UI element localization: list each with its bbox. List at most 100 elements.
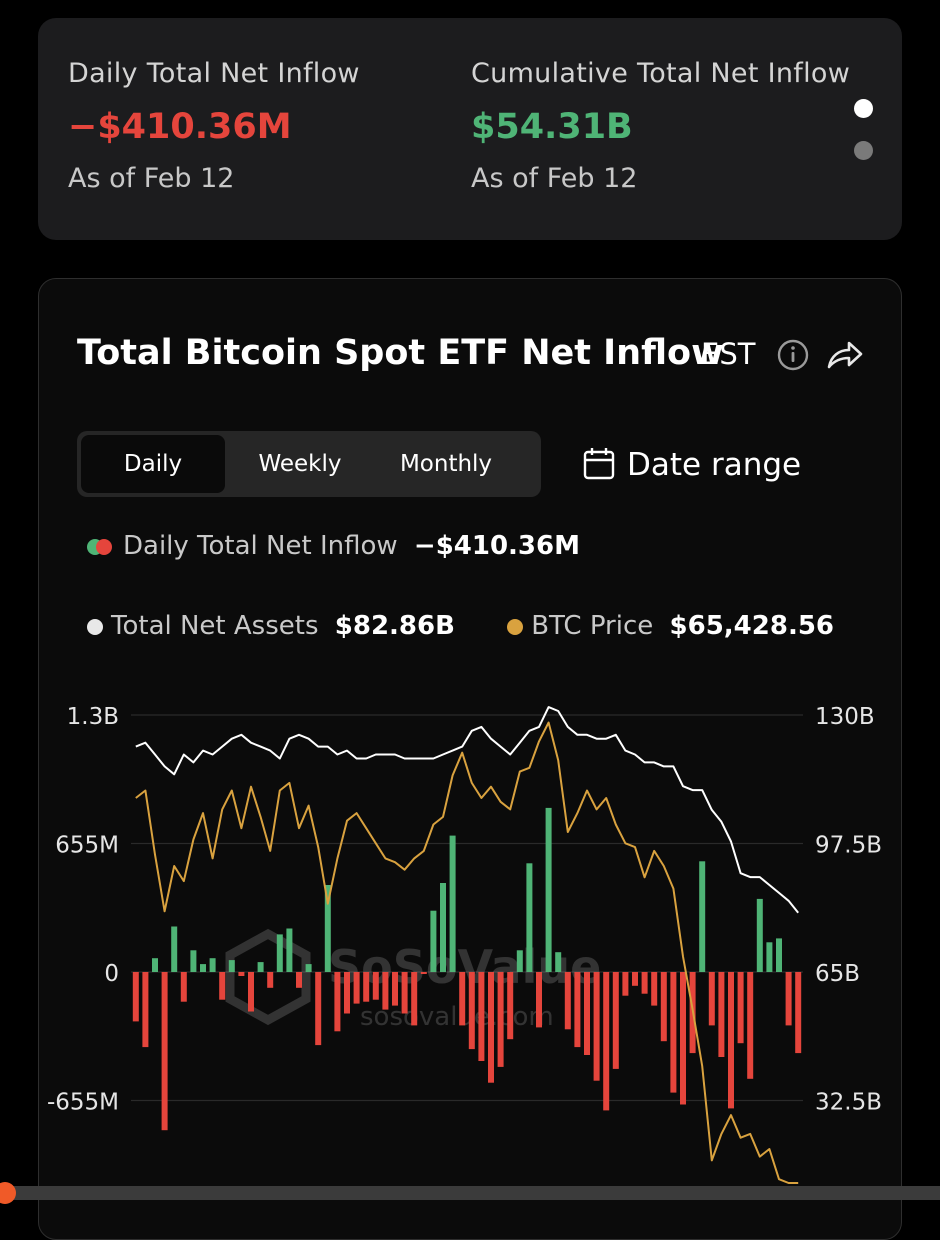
inflow-bar bbox=[449, 835, 456, 972]
inflow-bar bbox=[737, 972, 744, 1044]
inflow-bar bbox=[420, 972, 427, 974]
scrollbar-handle[interactable] bbox=[0, 1182, 16, 1204]
inflow-bar bbox=[651, 972, 658, 1006]
pager-dot-active[interactable] bbox=[854, 99, 873, 118]
tab-daily[interactable]: Daily bbox=[81, 435, 225, 493]
share-icon[interactable] bbox=[825, 337, 865, 373]
inflow-bar bbox=[756, 898, 763, 972]
legend-daily-value: −$410.36M bbox=[413, 531, 580, 561]
inflow-bar bbox=[276, 934, 283, 972]
left-axis-tick: 655M bbox=[55, 833, 119, 859]
cumulative-as-of: As of Feb 12 bbox=[471, 163, 638, 194]
pager-dot-inactive[interactable] bbox=[854, 141, 873, 160]
inflow-bar bbox=[718, 972, 725, 1057]
left-axis-tick: 0 bbox=[104, 961, 119, 987]
inflow-bar bbox=[392, 972, 398, 1006]
inflow-bar bbox=[171, 926, 178, 972]
axis-ticks: 1.3B 655M 0 -655M 130B 97.5B 65B 32.5B bbox=[47, 704, 882, 1116]
legend-btc-value: $65,428.56 bbox=[669, 611, 834, 641]
cumulative-label: Cumulative Total Net Inflow bbox=[471, 58, 851, 89]
date-range-label: Date range bbox=[627, 447, 802, 483]
inflow-bar bbox=[670, 972, 677, 1093]
legend-daily[interactable]: Daily Total Net Inflow −$410.36M bbox=[87, 531, 580, 561]
inflow-bar bbox=[660, 972, 667, 1042]
left-axis-tick: 1.3B bbox=[67, 704, 119, 730]
inflow-bar bbox=[305, 964, 312, 972]
inflow-bar bbox=[785, 972, 792, 1026]
inflow-bar bbox=[190, 950, 197, 972]
inflow-bar bbox=[152, 958, 158, 972]
cumulative-metric: Cumulative Total Net Inflow $54.31B As o… bbox=[471, 58, 850, 194]
timezone-label[interactable]: EST bbox=[701, 337, 756, 371]
legend-btc[interactable]: BTC Price $65,428.56 bbox=[507, 611, 834, 641]
summary-card[interactable]: Daily Total Net Inflow −$410.36M As of F… bbox=[38, 18, 902, 240]
inflow-bar bbox=[612, 972, 619, 1069]
daily-value: −$410.36M bbox=[68, 107, 292, 147]
sosovalue-logo-icon bbox=[225, 928, 311, 1026]
total-net-assets-line bbox=[135, 706, 799, 914]
inflow-bar bbox=[296, 972, 302, 988]
daily-metric: Daily Total Net Inflow −$410.36M As of F… bbox=[68, 58, 360, 194]
right-axis-tick: 32.5B bbox=[815, 1090, 882, 1116]
inflow-bar bbox=[776, 938, 782, 972]
left-axis-tick: -655M bbox=[47, 1090, 119, 1116]
chart-title: Total Bitcoin Spot ETF Net Inflow bbox=[77, 333, 724, 373]
inflow-bar bbox=[344, 972, 350, 1014]
inflow-bar bbox=[286, 928, 293, 972]
daily-label: Daily Total Net Inflow bbox=[68, 58, 360, 89]
inflow-bar bbox=[632, 972, 638, 986]
inflow-bar bbox=[593, 972, 600, 1081]
inflow-bar bbox=[161, 972, 168, 1131]
inflow-bar bbox=[267, 972, 274, 988]
legend-assets-value: $82.86B bbox=[334, 611, 455, 641]
tab-weekly[interactable]: Weekly bbox=[258, 451, 342, 477]
inflow-bar bbox=[747, 972, 754, 1079]
inflow-bar bbox=[497, 972, 504, 1067]
inflow-bar bbox=[603, 972, 610, 1111]
legend-assets-btc: Total Net Assets $82.86B BTC Price $65,4… bbox=[87, 611, 834, 641]
inflow-bar bbox=[411, 972, 418, 1026]
inflow-bar bbox=[468, 972, 475, 1050]
inflow-bar bbox=[440, 883, 446, 972]
inflow-bar bbox=[526, 863, 533, 972]
inflow-bar bbox=[574, 972, 581, 1048]
scrollbar-track[interactable] bbox=[0, 1186, 940, 1200]
dual-dot-icon bbox=[87, 538, 113, 555]
inflow-bar bbox=[680, 972, 686, 1105]
tab-monthly[interactable]: Monthly bbox=[399, 451, 493, 477]
info-icon[interactable] bbox=[777, 339, 809, 371]
inflow-bar bbox=[584, 972, 590, 1055]
inflow-bar bbox=[248, 972, 254, 1012]
inflow-bar bbox=[545, 807, 552, 972]
inflow-bar bbox=[334, 972, 341, 1032]
inflow-bar bbox=[699, 861, 706, 972]
inflow-bar bbox=[257, 962, 264, 972]
chart-lines bbox=[135, 706, 799, 1184]
btc-dot-icon bbox=[507, 618, 524, 635]
calendar-icon bbox=[583, 448, 615, 480]
right-axis-tick: 65B bbox=[815, 961, 860, 987]
inflow-bar bbox=[180, 972, 187, 1002]
inflow-bar bbox=[488, 972, 494, 1083]
inflow-bar bbox=[132, 972, 139, 1022]
inflow-bar bbox=[555, 952, 562, 972]
inflow-bar bbox=[459, 972, 466, 1026]
inflow-bar bbox=[315, 972, 322, 1046]
legend-assets[interactable]: Total Net Assets $82.86B bbox=[87, 611, 463, 641]
inflow-bar bbox=[564, 972, 571, 1030]
net-inflow-chart: SoSoValue sosovalue.com 1.3B655M0-655M13… bbox=[47, 704, 882, 1184]
inflow-bar bbox=[209, 958, 216, 972]
inflow-bar bbox=[324, 885, 331, 972]
legend-daily-label: Daily Total Net Inflow bbox=[123, 531, 398, 561]
inflow-bar bbox=[238, 972, 245, 976]
inflow-bar bbox=[430, 910, 437, 972]
assets-dot-icon bbox=[87, 618, 103, 635]
legend-assets-label: Total Net Assets bbox=[111, 611, 319, 641]
inflow-bar bbox=[516, 950, 523, 972]
watermark-url: sosovalue.com bbox=[360, 1002, 554, 1032]
inflow-bar bbox=[641, 972, 648, 994]
inflow-bar bbox=[507, 972, 514, 1040]
daily-as-of: As of Feb 12 bbox=[68, 163, 235, 194]
inflow-bar bbox=[219, 972, 226, 1000]
inflow-bar bbox=[372, 972, 379, 1000]
